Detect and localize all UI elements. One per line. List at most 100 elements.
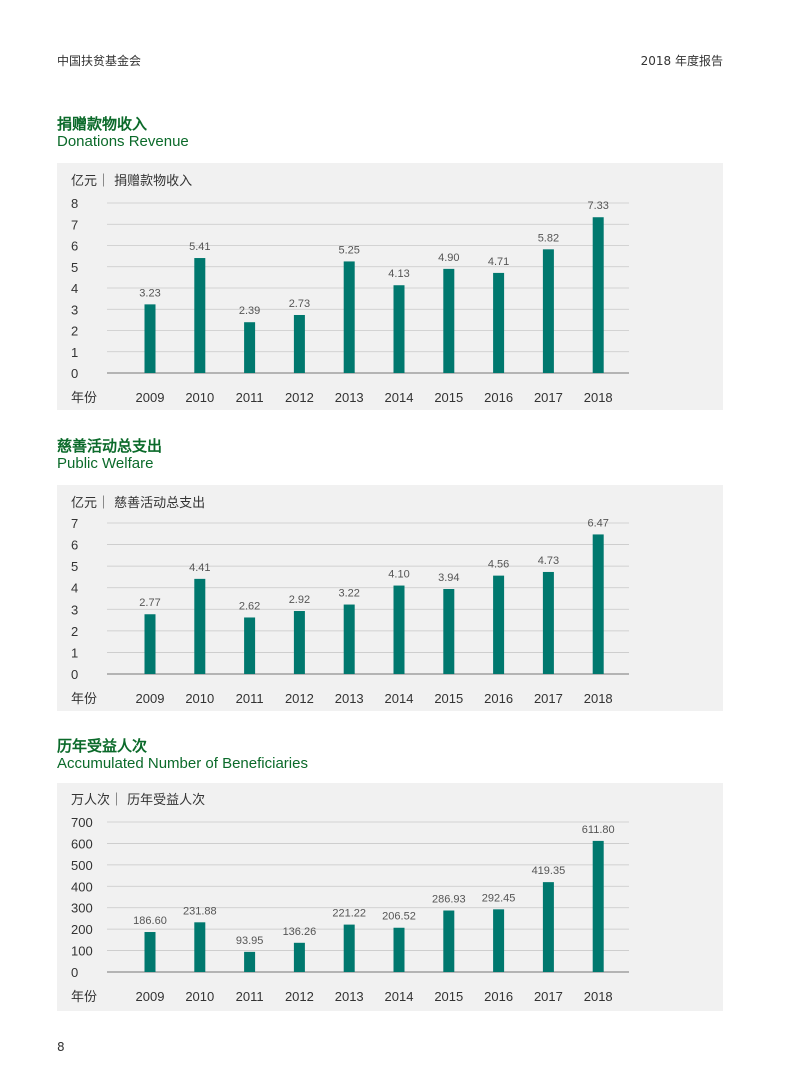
bar-2010 xyxy=(194,578,206,674)
value-label-2016: 4.71 xyxy=(488,256,509,268)
y-tick-label: 200 xyxy=(71,922,93,937)
bar-2017 xyxy=(542,249,554,373)
bar-2016 xyxy=(493,909,505,972)
y-tick-label: 6 xyxy=(71,239,78,254)
y-tick-label: 5 xyxy=(71,559,78,574)
x-tick-label-2015: 2015 xyxy=(434,390,463,405)
bar-2012 xyxy=(293,314,305,373)
x-tick-label-2018: 2018 xyxy=(584,989,613,1004)
bar-2015 xyxy=(443,268,455,373)
x-tick-label-2011: 2011 xyxy=(236,390,264,405)
chart-2-title: 慈善活动总支出 xyxy=(57,437,163,455)
chart-2-subtitle: Public Welfare xyxy=(57,455,154,472)
x-tick-label-2017: 2017 xyxy=(534,390,563,405)
x-tick-label-2013: 2013 xyxy=(335,691,364,706)
x-tick-label-2011: 2011 xyxy=(236,989,264,1004)
bar-2016 xyxy=(493,272,505,373)
bar-2013 xyxy=(343,604,355,674)
page-number: 8 xyxy=(57,1040,65,1054)
y-tick-label: 3 xyxy=(71,602,78,617)
chart-2-panel: 亿元｜ 慈善活动总支出 0 1 2 3 4 5 6 7 2.77 2009 4.41 2010 2.62 2… xyxy=(57,485,723,711)
bar-2017 xyxy=(542,882,554,972)
x-tick-label-2018: 2018 xyxy=(584,691,613,706)
x-tick-label-2016: 2016 xyxy=(484,989,513,1004)
value-label-2009: 2.77 xyxy=(139,597,160,609)
value-label-2013: 221.22 xyxy=(332,908,366,920)
chart-1-svg: 亿元｜ 捐赠款物收入 0 1 2 3 4 5 6 7 8 3.23 2009 5.41 2010 2.39 2… xyxy=(71,174,629,406)
x-tick-label-2013: 2013 xyxy=(335,390,364,405)
value-label-2016: 4.56 xyxy=(488,559,509,571)
bar-2010 xyxy=(194,922,206,972)
bar-2015 xyxy=(443,589,455,674)
value-label-2018: 7.33 xyxy=(587,200,608,212)
x-axis-label: 年份 xyxy=(71,391,97,406)
value-label-2018: 6.47 xyxy=(587,517,608,529)
x-tick-label-2010: 2010 xyxy=(185,390,214,405)
value-label-2012: 2.92 xyxy=(289,594,310,606)
bar-2009 xyxy=(144,304,156,373)
chart-3-subtitle: Accumulated Number of Beneficiaries xyxy=(57,755,308,772)
value-label-2014: 206.52 xyxy=(382,911,416,923)
bar-2012 xyxy=(293,942,305,972)
bar-2013 xyxy=(343,261,355,373)
bar-2015 xyxy=(443,910,455,972)
value-label-2009: 3.23 xyxy=(139,287,160,299)
value-label-2014: 4.10 xyxy=(388,569,409,581)
value-label-2011: 93.95 xyxy=(236,935,264,947)
value-label-2011: 2.62 xyxy=(239,600,260,612)
bar-2011 xyxy=(244,322,256,373)
report-title: 2018 年度报告 xyxy=(640,54,723,68)
value-label-2016: 292.45 xyxy=(482,892,516,904)
x-axis-label: 年份 xyxy=(71,692,97,707)
value-label-2015: 3.94 xyxy=(438,572,459,584)
x-tick-label-2018: 2018 xyxy=(584,390,613,405)
value-label-2013: 3.22 xyxy=(338,588,359,600)
bar-2018 xyxy=(592,217,604,373)
value-label-2013: 5.25 xyxy=(338,244,359,256)
value-label-2015: 286.93 xyxy=(432,894,466,906)
y-tick-label: 1 xyxy=(71,645,78,660)
value-label-2009: 186.60 xyxy=(133,915,167,927)
x-tick-label-2015: 2015 xyxy=(434,989,463,1004)
bar-2016 xyxy=(493,575,505,674)
y-tick-label: 7 xyxy=(71,516,78,531)
y-tick-label: 400 xyxy=(71,879,93,894)
x-tick-label-2012: 2012 xyxy=(285,390,314,405)
y-tick-label: 0 xyxy=(71,366,78,381)
y-tick-label: 600 xyxy=(71,836,93,851)
x-tick-label-2012: 2012 xyxy=(285,691,314,706)
bar-2012 xyxy=(293,611,305,674)
value-label-2017: 5.82 xyxy=(538,232,559,244)
chart-1-title: 捐赠款物收入 xyxy=(57,115,148,133)
y-tick-label: 300 xyxy=(71,901,93,916)
value-label-2012: 136.26 xyxy=(283,926,317,938)
x-tick-label-2015: 2015 xyxy=(434,691,463,706)
bar-2009 xyxy=(144,614,156,674)
value-label-2010: 5.41 xyxy=(189,241,210,253)
unit-label: 亿元｜ 捐赠款物收入 xyxy=(71,174,192,189)
y-tick-label: 4 xyxy=(71,281,78,296)
bar-2018 xyxy=(592,534,604,674)
value-label-2015: 4.90 xyxy=(438,252,459,264)
x-tick-label-2009: 2009 xyxy=(136,390,165,405)
x-tick-label-2016: 2016 xyxy=(484,691,513,706)
chart-3-svg: 万人次｜ 历年受益人次 0 100 200 300 400 500 600 700 186.60 2… xyxy=(71,792,629,1005)
x-tick-label-2014: 2014 xyxy=(385,691,414,706)
y-tick-label: 1 xyxy=(71,345,78,360)
x-axis-label: 年份 xyxy=(71,990,97,1005)
chart-3-panel: 万人次｜ 历年受益人次 0 100 200 300 400 500 600 700 186.60 2… xyxy=(57,783,723,1011)
value-label-2018: 611.80 xyxy=(582,824,615,836)
y-tick-label: 700 xyxy=(71,815,93,830)
y-tick-label: 7 xyxy=(71,217,78,232)
bar-2014 xyxy=(393,585,405,674)
x-tick-label-2016: 2016 xyxy=(484,390,513,405)
bar-2011 xyxy=(244,617,256,674)
x-tick-label-2014: 2014 xyxy=(385,989,414,1004)
value-label-2011: 2.39 xyxy=(239,305,260,317)
bar-2018 xyxy=(592,840,604,972)
chart-2-svg: 亿元｜ 慈善活动总支出 0 1 2 3 4 5 6 7 2.77 2009 4.41 2010 2.62 2… xyxy=(71,495,629,707)
y-tick-label: 6 xyxy=(71,538,78,553)
x-tick-label-2012: 2012 xyxy=(285,989,314,1004)
y-tick-label: 0 xyxy=(71,965,78,980)
x-tick-label-2010: 2010 xyxy=(185,691,214,706)
